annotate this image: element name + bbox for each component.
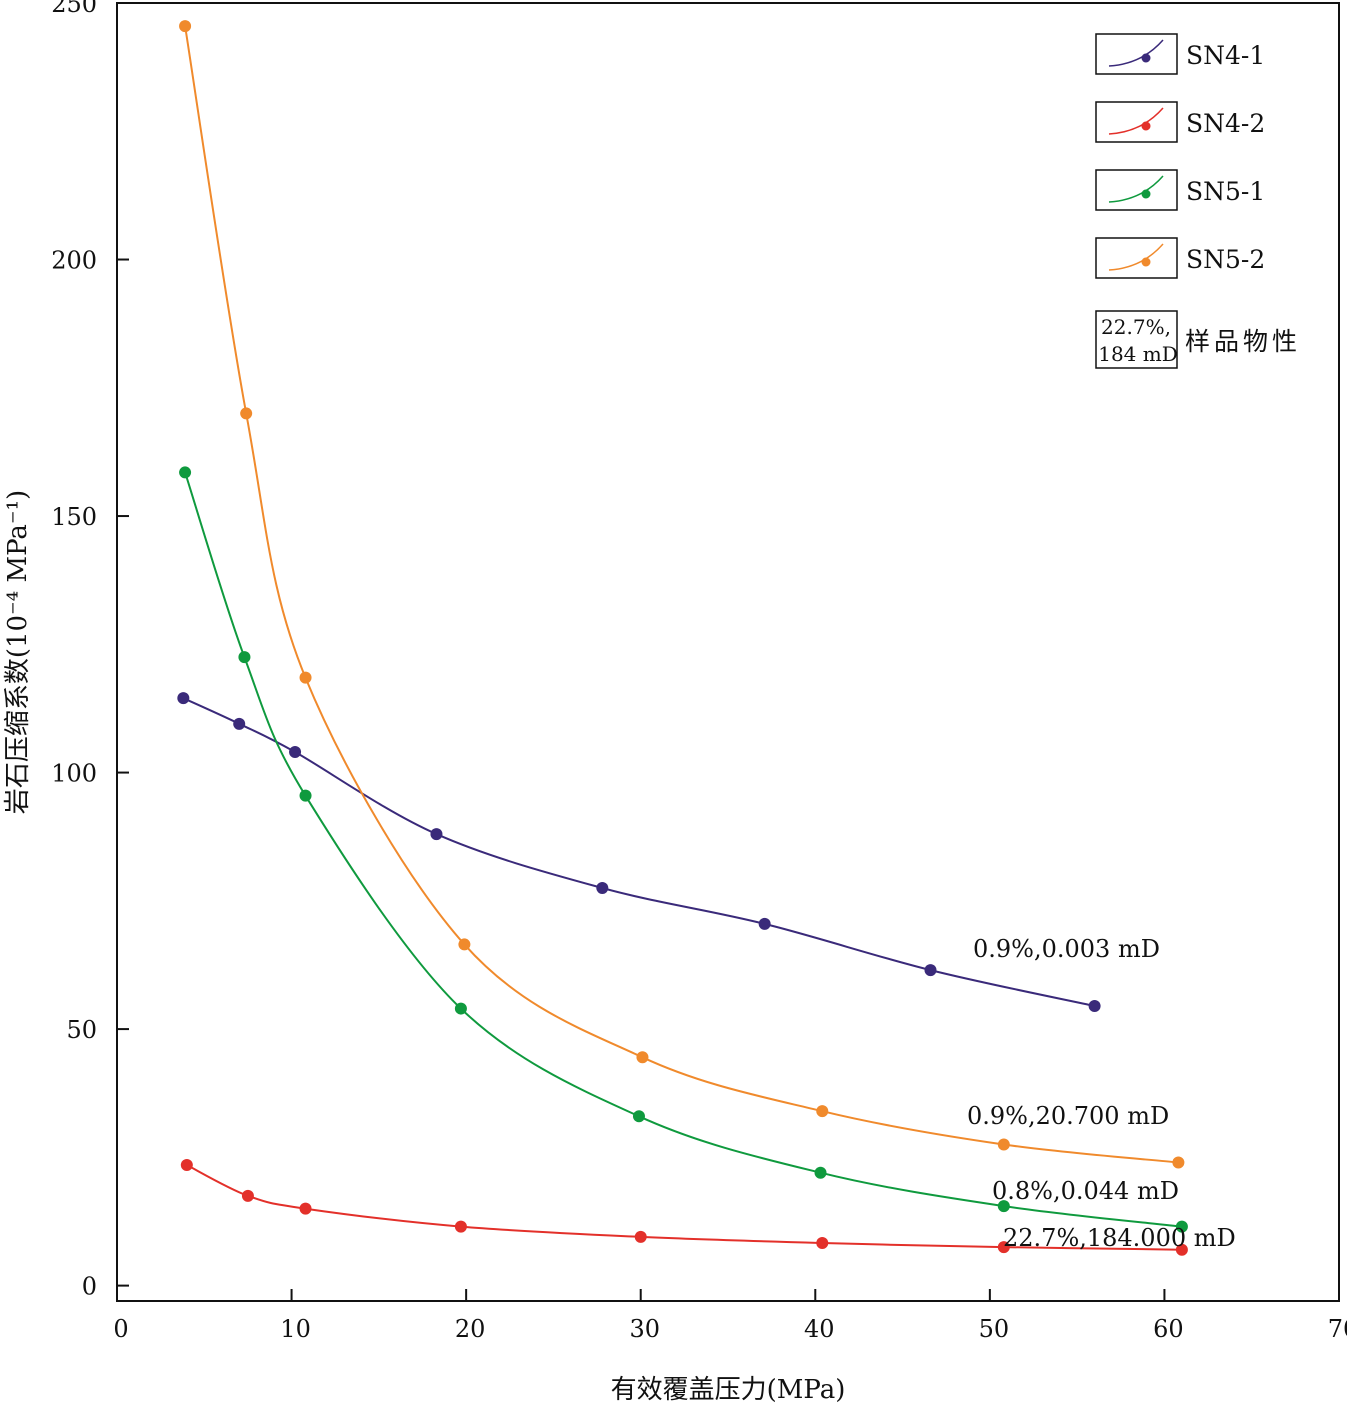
legend-label: SN5-2: [1186, 245, 1265, 274]
legend-swatch-line: [1108, 107, 1164, 135]
y-axis: 0 50 100 150 200 250: [51, 0, 129, 1301]
data-point: [179, 20, 192, 33]
data-point: [997, 1138, 1010, 1151]
data-point: [454, 1002, 467, 1015]
legend-swatch-box: [1095, 101, 1178, 143]
data-point: [1175, 1243, 1188, 1256]
legend-label: SN5-1: [1186, 177, 1265, 206]
legend-item: SN4-2: [1095, 101, 1265, 143]
legend-swatch-marker: [1141, 189, 1151, 199]
annotations: 0.9%,0.003 mD 22.7%,184.000 mD 0.8%,0.044 …: [967, 935, 1236, 1252]
series-sn5-1: [179, 466, 1188, 1233]
y-tick-label: 200: [51, 247, 97, 275]
legend-properties-line1: 22.7%,: [1101, 315, 1171, 339]
x-tick-label: 70: [1328, 1315, 1347, 1343]
data-point: [924, 964, 937, 977]
series-annotation: 22.7%,184.000 mD: [1003, 1224, 1236, 1252]
data-point: [241, 1189, 254, 1202]
data-point: [299, 789, 312, 802]
legend-swatch-marker: [1141, 257, 1151, 267]
legend-item: SN5-1: [1095, 169, 1265, 211]
x-tick-label: 0: [113, 1315, 128, 1343]
x-tick-label: 20: [455, 1315, 486, 1343]
series-line: [184, 472, 1183, 1228]
x-axis-title: 有效覆盖压力(MPa): [611, 1375, 846, 1405]
y-tick-label: 150: [51, 503, 97, 531]
data-point: [816, 1105, 829, 1118]
data-point: [1172, 1156, 1185, 1169]
data-point: [632, 1110, 645, 1123]
data-point: [814, 1166, 827, 1179]
data-point: [454, 1220, 467, 1233]
legend-swatch-line: [1108, 175, 1164, 203]
data-point: [816, 1237, 829, 1250]
x-tick-label: 60: [1153, 1315, 1184, 1343]
x-tick-label: 50: [979, 1315, 1010, 1343]
legend-swatch-marker: [1141, 121, 1151, 131]
series-line: [182, 697, 1095, 1007]
x-tick-label: 30: [629, 1315, 660, 1343]
series-layer: [177, 20, 1188, 1256]
data-point: [180, 1159, 193, 1172]
series-sn4-1: [177, 692, 1101, 1012]
legend-swatch-box: [1095, 169, 1178, 211]
y-tick-label: 50: [66, 1016, 97, 1044]
legend: SN4-1 SN4-2 SN5-1 SN5-2 22.7%, 184 mD 样品物性: [1095, 33, 1301, 369]
data-point: [997, 1200, 1010, 1213]
data-point: [233, 717, 246, 730]
data-point: [299, 671, 312, 684]
legend-swatch-box: [1095, 33, 1178, 75]
series-sn5-2: [179, 20, 1185, 1169]
y-axis-title: 岩石压缩系数(10⁻⁴ MPa⁻¹): [3, 490, 33, 814]
data-point: [458, 938, 471, 951]
legend-properties-label: 样品物性: [1185, 327, 1301, 356]
legend-swatch-box: [1095, 237, 1178, 279]
data-point: [758, 917, 771, 930]
x-axis: 0 10 20 30 40 50 60 70: [113, 1289, 1347, 1343]
data-point: [596, 882, 609, 894]
legend-item: SN4-1: [1095, 33, 1265, 75]
plot-frame: [116, 2, 1340, 1302]
data-point: [636, 1051, 649, 1064]
data-point: [289, 746, 302, 759]
series-annotation: 0.8%,0.044 mD: [992, 1177, 1179, 1205]
series-sn4-2: [180, 1159, 1188, 1256]
data-point: [430, 828, 443, 841]
data-point: [634, 1230, 647, 1243]
y-tick-label: 100: [51, 760, 97, 788]
data-point: [997, 1241, 1010, 1254]
legend-label: SN4-2: [1186, 109, 1265, 138]
legend-item: SN5-2: [1095, 237, 1265, 279]
data-point: [177, 692, 190, 705]
legend-swatch-marker: [1141, 53, 1151, 63]
legend-properties-box: [1095, 310, 1178, 369]
legend-label: SN4-1: [1186, 41, 1265, 70]
series-annotation: 0.9%,0.003 mD: [973, 935, 1160, 963]
legend-item-properties: 22.7%, 184 mD 样品物性: [1095, 310, 1301, 369]
legend-swatch-line: [1108, 39, 1164, 67]
data-point: [1088, 1000, 1101, 1012]
data-point: [240, 407, 253, 420]
data-point: [1175, 1220, 1188, 1233]
x-tick-label: 10: [280, 1315, 311, 1343]
y-tick-label: 0: [82, 1273, 97, 1301]
y-tick-label: 250: [51, 0, 97, 18]
legend-properties-line2: 184 mD: [1098, 342, 1178, 366]
data-point: [238, 651, 251, 664]
data-point: [179, 466, 192, 479]
series-annotation: 0.9%,20.700 mD: [967, 1102, 1169, 1130]
legend-swatch-line: [1108, 243, 1164, 271]
data-point: [299, 1202, 312, 1215]
x-tick-label: 40: [804, 1315, 835, 1343]
